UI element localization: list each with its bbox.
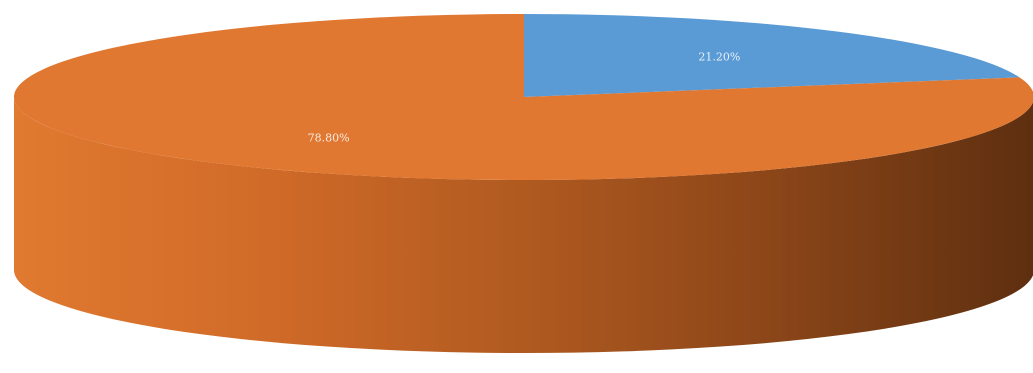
pie-slice-2 [14,14,1033,180]
data-label-2: 78.80% [308,131,350,144]
pie-slice-side-2 [14,97,1033,353]
data-label-1: 21.20% [698,51,740,64]
pie-slice-1 [524,14,1020,97]
